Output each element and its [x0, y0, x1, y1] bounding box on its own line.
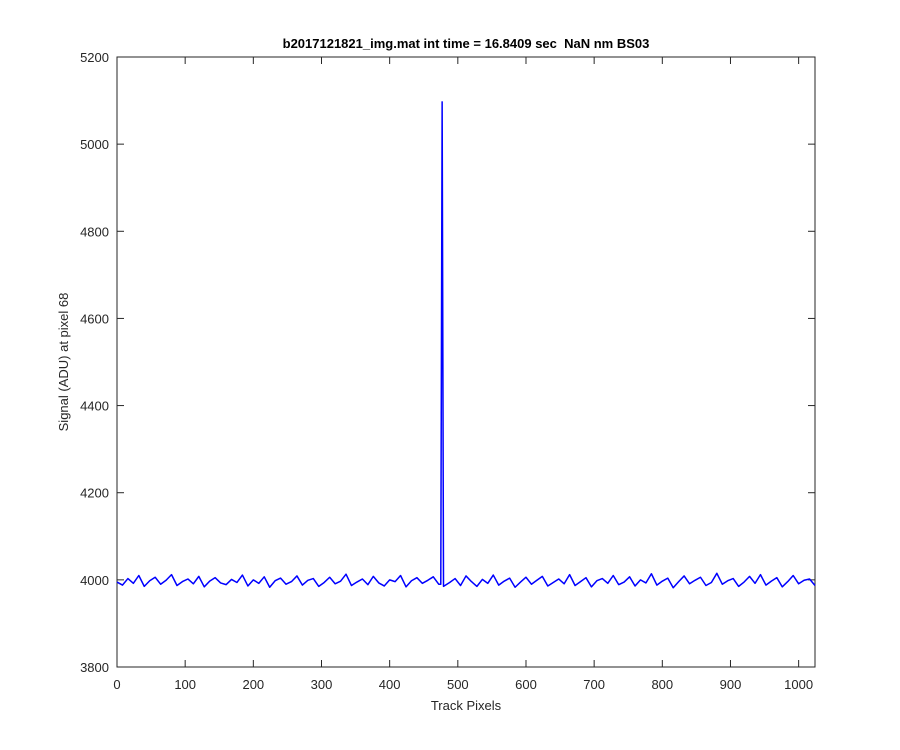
y-tick-label: 4000	[80, 573, 109, 588]
x-tick-label: 1000	[784, 677, 813, 692]
y-axis-label: Signal (ADU) at pixel 68	[56, 293, 71, 432]
x-tick-label: 400	[379, 677, 401, 692]
x-tick-label: 700	[583, 677, 605, 692]
y-tick-label: 3800	[80, 660, 109, 675]
x-tick-label: 0	[113, 677, 120, 692]
data-line	[116, 101, 816, 589]
y-tick-label: 4200	[80, 486, 109, 501]
y-tick-label: 5000	[80, 137, 109, 152]
x-axis-label: Track Pixels	[431, 698, 502, 713]
x-tick-label: 200	[242, 677, 264, 692]
x-tick-label: 800	[651, 677, 673, 692]
x-tick-label: 900	[720, 677, 742, 692]
y-tick-label: 4600	[80, 311, 109, 326]
chart-title: b2017121821_img.mat int time = 16.8409 s…	[283, 36, 650, 51]
x-tick-label: 500	[447, 677, 469, 692]
x-tick-label: 100	[174, 677, 196, 692]
y-tick-label: 5200	[80, 50, 109, 65]
x-tick-label: 600	[515, 677, 537, 692]
y-tick-label: 4400	[80, 399, 109, 414]
y-tick-label: 4800	[80, 224, 109, 239]
axes-box	[116, 56, 816, 668]
x-tick-label: 300	[311, 677, 333, 692]
